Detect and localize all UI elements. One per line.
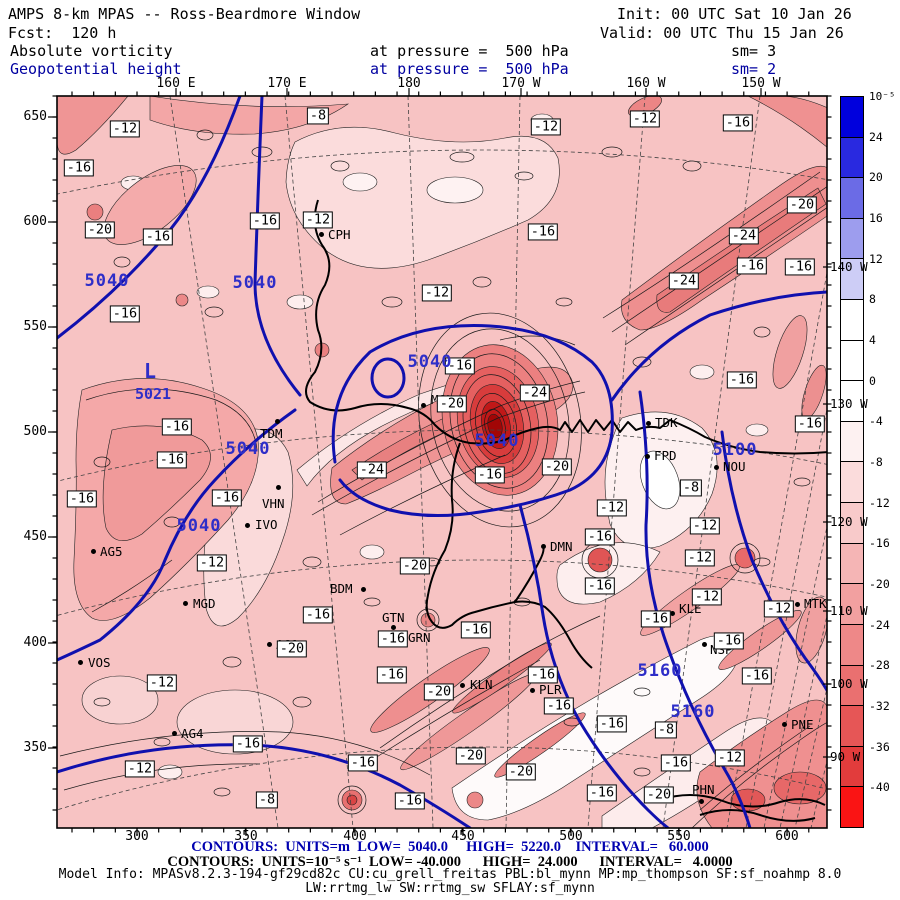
field1-level: at pressure = 500 hPa: [370, 42, 569, 60]
graticule: [57, 96, 827, 828]
colorbar-segment: [841, 259, 863, 301]
colorbar-segment: [841, 787, 863, 827]
colorbar-segment: [841, 503, 863, 544]
colorbar-segment: [841, 340, 863, 382]
colorbar-segment: [841, 584, 863, 625]
axis-ticks: [48, 88, 832, 836]
valid-time-label: Valid: 00 UTC Thu 15 Jan 26: [600, 24, 844, 42]
colorbar-segment: [841, 381, 863, 422]
colorbar-segment: [841, 706, 863, 747]
colorbar: [840, 96, 864, 828]
colorbar-segment: [841, 665, 863, 707]
field1-smoothing: sm= 3: [731, 42, 777, 60]
colorbar-segment: [841, 624, 863, 666]
contour-info-vorticity: CONTOURS: UNITS=10⁻⁵ s⁻¹ LOW= -40.000 HI…: [167, 854, 733, 870]
model-info-line2: LW:rrtmg_lw SW:rrtmg_sw SFLAY:sf_mynn: [305, 881, 595, 896]
colorbar-segment: [841, 218, 863, 260]
init-time-label: Init: 00 UTC Sat 10 Jan 26: [617, 5, 852, 23]
forecast-hour-label: Fcst: 120 h: [8, 24, 117, 42]
field2-name: Geopotential height: [10, 60, 182, 78]
colorbar-segment: [841, 421, 863, 463]
model-info-line1: Model Info: MPASv8.2.3-194-gf29cd82c CU:…: [58, 867, 842, 882]
colorbar-segment: [841, 97, 863, 138]
colorbar-segment: [841, 137, 863, 179]
colorbar-segment: [841, 462, 863, 504]
field2-level: at pressure = 500 hPa: [370, 60, 569, 78]
colorbar-segment: [841, 300, 863, 341]
contour-info-height: CONTOURS: UNITS=m LOW= 5040.0 HIGH= 5220…: [191, 839, 709, 855]
colorbar-segment: [841, 543, 863, 585]
coastline: [305, 199, 827, 822]
colorbar-segment: [841, 746, 863, 788]
field1-name: Absolute vorticity: [10, 42, 173, 60]
field2-smoothing: sm= 2: [731, 60, 777, 78]
colorbar-segment: [841, 178, 863, 219]
map-frame: [56, 95, 828, 829]
page-title: AMPS 8-km MPAS -- Ross-Beardmore Window: [8, 5, 361, 23]
